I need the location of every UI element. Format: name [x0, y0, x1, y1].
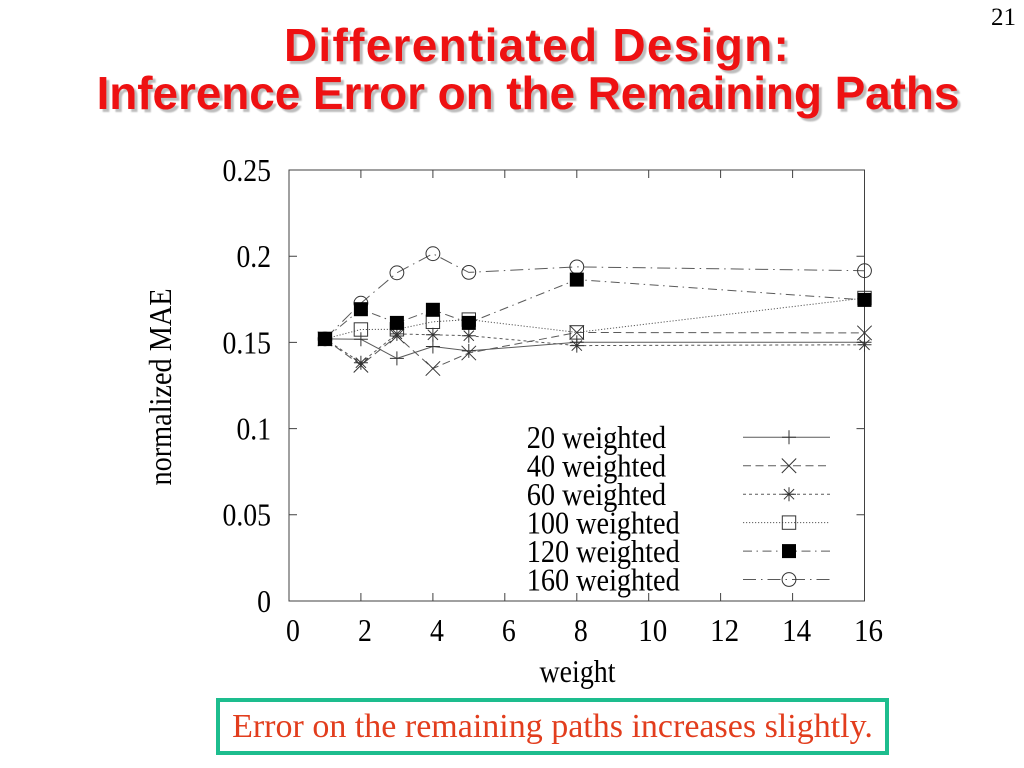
svg-text:weight: weight: [540, 653, 616, 689]
svg-text:160 weighted: 160 weighted: [527, 561, 680, 597]
svg-text:4: 4: [430, 612, 444, 648]
svg-text:0.15: 0.15: [223, 324, 272, 360]
svg-text:8: 8: [574, 612, 588, 648]
svg-text:16: 16: [854, 612, 883, 648]
svg-text:normalized MAE: normalized MAE: [142, 289, 178, 486]
svg-text:100 weighted: 100 weighted: [527, 504, 680, 540]
svg-text:40 weighted: 40 weighted: [527, 448, 666, 484]
svg-text:120 weighted: 120 weighted: [527, 533, 680, 569]
svg-text:0.25: 0.25: [223, 152, 272, 188]
svg-text:0: 0: [257, 583, 271, 619]
svg-text:20 weighted: 20 weighted: [527, 419, 666, 455]
svg-text:0.05: 0.05: [223, 497, 272, 533]
svg-text:12: 12: [710, 612, 739, 648]
svg-text:0.1: 0.1: [237, 411, 272, 447]
svg-text:0.2: 0.2: [237, 238, 272, 274]
svg-text:10: 10: [638, 612, 667, 648]
svg-text:2: 2: [358, 612, 372, 648]
svg-text:60 weighted: 60 weighted: [527, 476, 666, 512]
svg-text:0: 0: [286, 612, 300, 648]
svg-text:14: 14: [782, 612, 811, 648]
svg-text:6: 6: [502, 612, 516, 648]
